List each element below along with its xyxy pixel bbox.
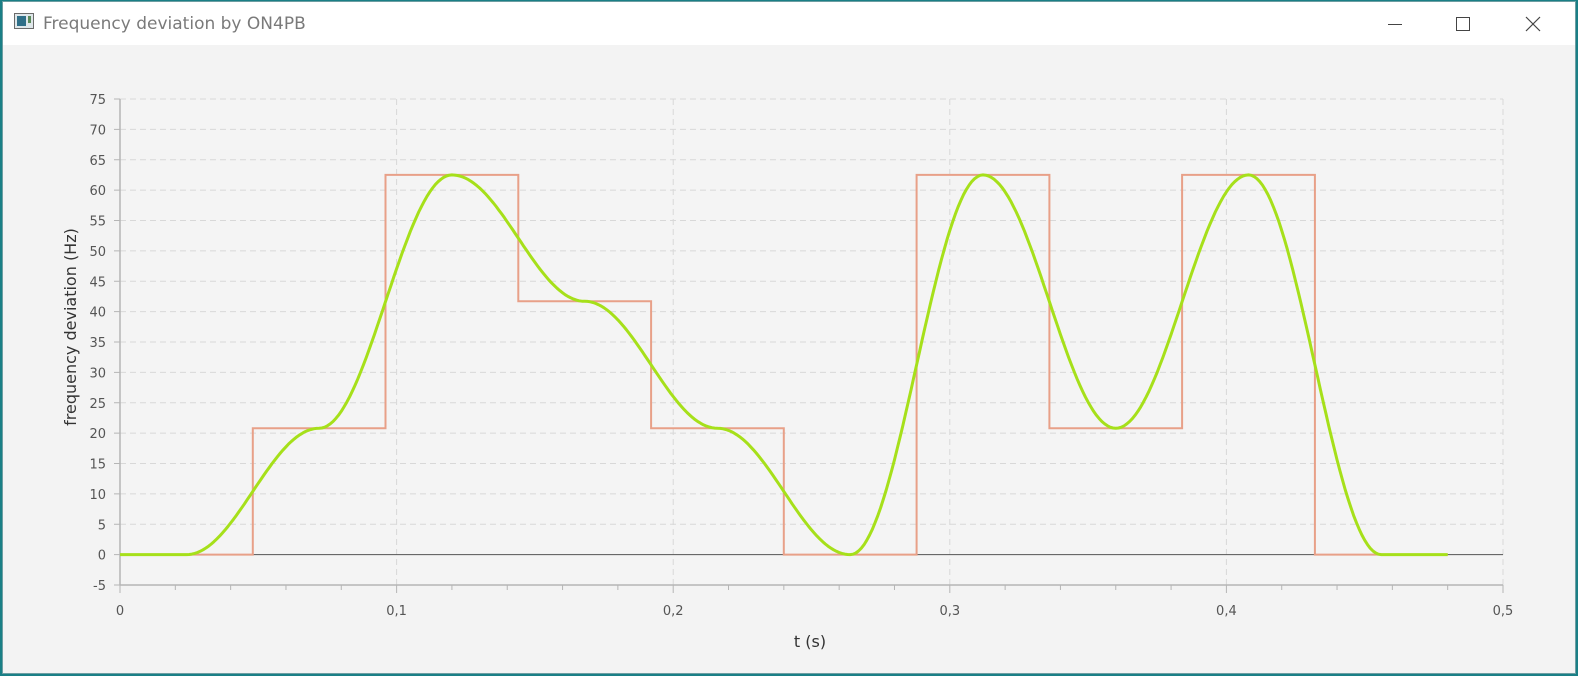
frequency-deviation-chart: -5 0 5 10 15 20 25 30 35 40 45 50 55 60 65 70 75 0 0,1 0,2 0… (61, 93, 1514, 651)
chart-container: -5 0 5 10 15 20 25 30 35 40 45 50 55 60 65 70 75 0 0,1 0,2 0… (3, 45, 1575, 673)
y-tick-label: 70 (89, 123, 106, 138)
y-tick-label: 55 (89, 215, 106, 230)
y-tick-label: 20 (89, 427, 106, 442)
grid (120, 98, 1504, 586)
y-tick-label: 60 (89, 184, 106, 199)
y-axis-label: frequency deviation (Hz) (61, 228, 80, 426)
minimize-icon (1388, 23, 1402, 25)
y-tick-label: 65 (89, 154, 106, 169)
maximize-button[interactable] (1429, 2, 1497, 45)
title-bar[interactable]: Frequency deviation by ON4PB (3, 2, 1575, 45)
minimize-button[interactable] (1361, 2, 1429, 45)
series-layer (120, 173, 1448, 557)
y-tick-label: 5 (98, 518, 106, 533)
x-tick-label: 0,3 (939, 604, 960, 619)
x-tick-label: 0 (116, 604, 124, 619)
maximize-icon (1456, 16, 1470, 31)
y-tick-label: 40 (89, 306, 106, 321)
x-tick-label: 0,1 (386, 604, 407, 619)
y-tick-label: 50 (89, 245, 106, 260)
y-tick-label: 10 (89, 488, 106, 503)
close-icon (1525, 16, 1541, 31)
y-tick-label: 25 (89, 397, 106, 412)
smoothed-series-line (120, 173, 1448, 557)
y-tick-label: 0 (98, 549, 106, 564)
y-tick-label: -5 (93, 579, 106, 594)
x-tick-label: 0,5 (1493, 604, 1514, 619)
y-tick-label: 30 (89, 366, 106, 381)
window-title: Frequency deviation by ON4PB (43, 14, 306, 34)
x-tick-label: 0,4 (1216, 604, 1237, 619)
y-tick-label: 35 (89, 336, 106, 351)
y-tick-label: 75 (89, 93, 106, 108)
close-button[interactable] (1499, 2, 1567, 45)
x-tick-label: 0,2 (663, 604, 684, 619)
app-icon (14, 13, 34, 29)
y-tick-label: 15 (89, 458, 106, 473)
x-axis-label: t (s) (794, 632, 826, 651)
y-tick-label: 45 (89, 275, 106, 290)
